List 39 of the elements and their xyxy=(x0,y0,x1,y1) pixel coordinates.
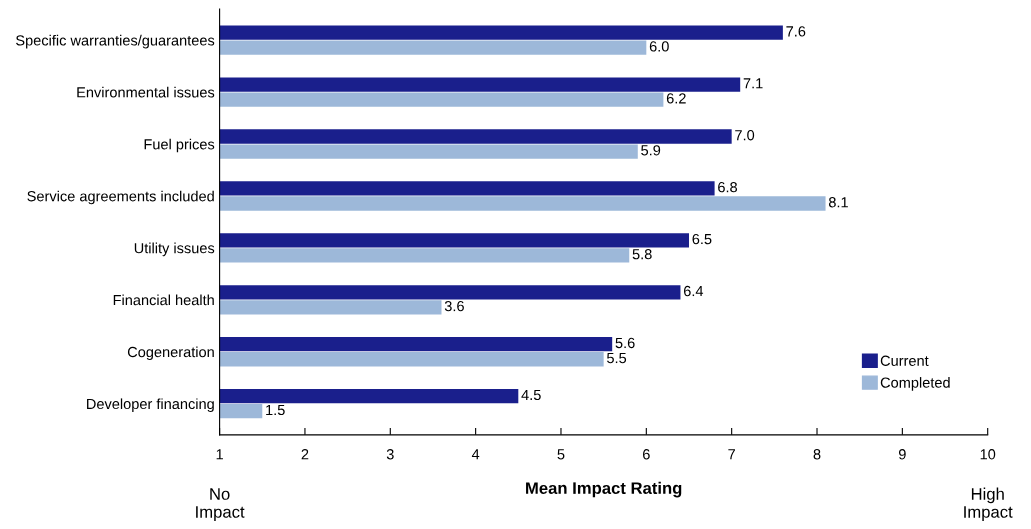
data-label: 5.9 xyxy=(641,145,661,156)
data-label: 3.6 xyxy=(444,300,464,312)
x-tick-label: 6 xyxy=(643,449,650,460)
y-tick-label: Fuel prices xyxy=(144,138,215,153)
x-tick-label: 9 xyxy=(898,449,906,460)
x-tick-label: 4 xyxy=(471,449,480,460)
y-tick-label: Environmental issues xyxy=(77,86,215,98)
x-tick-label: 8 xyxy=(813,449,821,460)
data-label: 6.0 xyxy=(649,41,669,52)
data-label: 4.5 xyxy=(521,389,541,401)
legend-label: Current xyxy=(880,355,929,366)
y-tick-label: Financial health xyxy=(113,294,214,306)
legend-label: Completed xyxy=(880,377,950,391)
data-label: 7.1 xyxy=(743,78,763,89)
y-tick-label: Developer financing xyxy=(87,398,214,412)
x-tick-label: 2 xyxy=(301,449,309,460)
x-tick-label: 10 xyxy=(980,449,996,460)
x-tick-label: 5 xyxy=(557,449,565,460)
x-axis-title: Mean Impact Rating xyxy=(526,481,682,498)
y-tick-label: Service agreements included xyxy=(27,190,214,205)
text: High Impact xyxy=(964,487,1013,522)
x-tick-label: 7 xyxy=(728,449,735,460)
data-label: 6.2 xyxy=(666,93,686,104)
data-label: 8.1 xyxy=(828,197,848,208)
data-label: 7.0 xyxy=(735,130,755,141)
data-label: 7.6 xyxy=(786,26,806,37)
data-label: 6.4 xyxy=(683,285,704,297)
y-tick-label: Utility issues xyxy=(134,242,215,257)
data-label: 6.8 xyxy=(718,182,738,193)
data-label: 5.5 xyxy=(607,353,627,364)
text: No Impact xyxy=(196,488,245,522)
data-label: 5.8 xyxy=(632,249,652,260)
data-label: 6.5 xyxy=(692,233,712,245)
y-tick-label: Specific warranties/guarantees xyxy=(16,34,215,49)
y-tick-label: Cogeneration xyxy=(127,346,214,361)
x-tick-label: 1 xyxy=(216,449,223,460)
data-label: 5.6 xyxy=(615,337,635,349)
data-label: 1.5 xyxy=(266,404,285,416)
x-tick-label: 3 xyxy=(386,449,394,460)
